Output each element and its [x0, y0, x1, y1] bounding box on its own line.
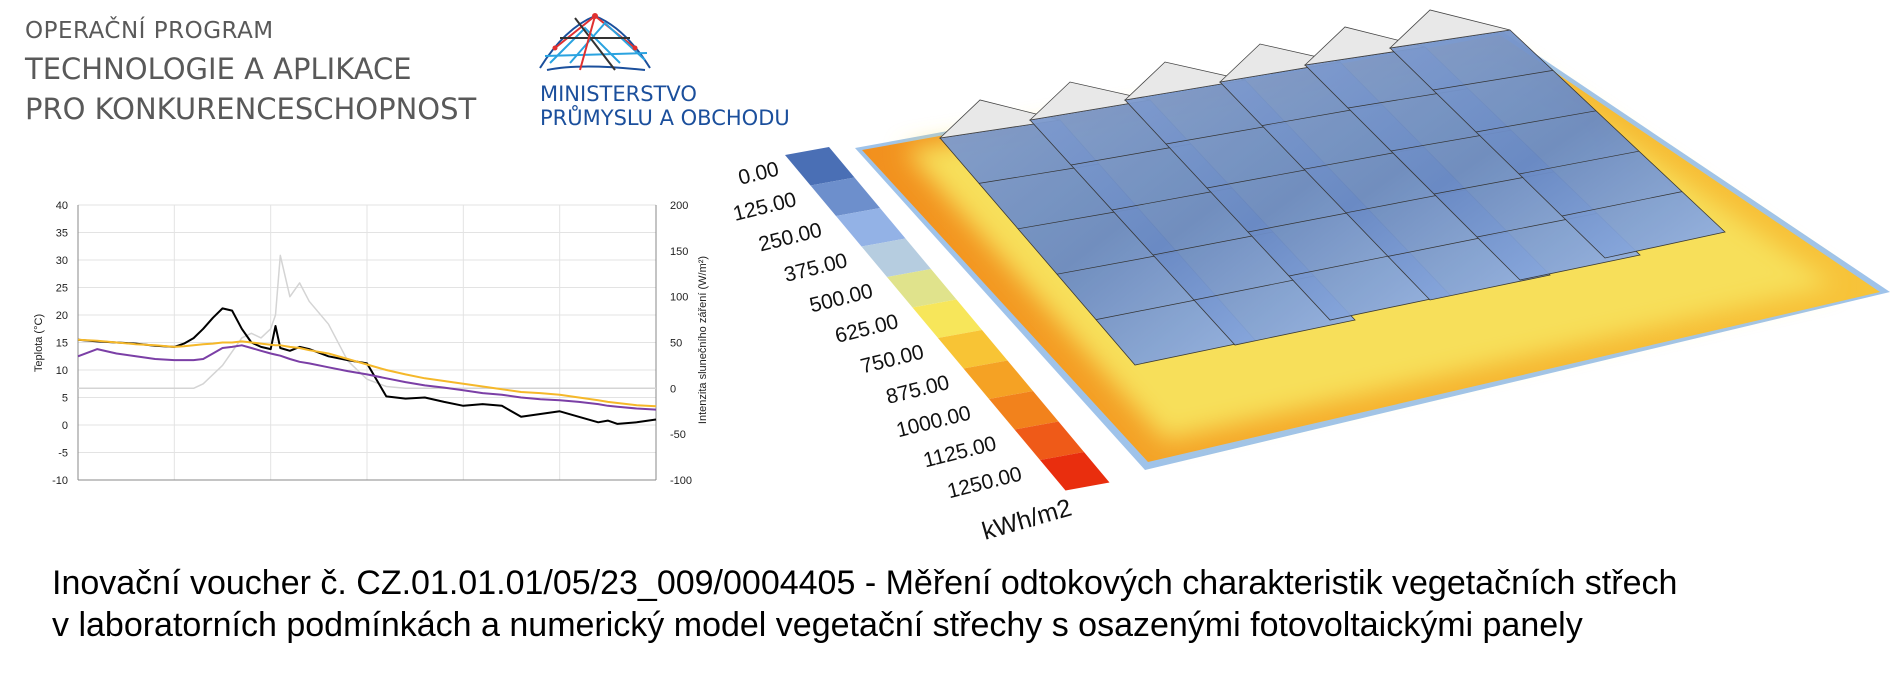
ministry-name-line1: MINISTERSTVO — [540, 82, 697, 106]
y-tick-label: 5 — [62, 393, 68, 405]
pv-panel-rows — [938, 9, 1726, 366]
pv-panel-gable — [1123, 61, 1246, 101]
roof-irradiation-simulation: 0.00125.00250.00375.00500.00625.00750.00… — [731, 9, 1890, 546]
ministry-name-line2: PRŮMYSLU A OBCHODU — [540, 106, 790, 130]
y-tick-label: -5 — [58, 448, 68, 460]
unit-label: kWh/m2 — [979, 494, 1075, 546]
pv-panel-segment — [1432, 70, 1554, 91]
caption-line1: Inovační voucher č. CZ.01.01.01/05/23_00… — [52, 564, 1678, 602]
series-line-1 — [77, 307, 657, 425]
legend-swatch — [912, 299, 982, 338]
legend-value-label: 0.00 — [736, 158, 781, 190]
pv-panel-segment — [1561, 191, 1683, 217]
y2-tick-label: -100 — [670, 475, 692, 487]
y-tick-label: 30 — [56, 255, 68, 267]
legend-swatch — [861, 238, 931, 277]
op-title-line3: PRO KONKURENCESCHOPNOST — [25, 92, 477, 126]
chart-axes — [77, 205, 657, 481]
y-axis-label: Teplota (°C) — [33, 314, 45, 372]
op-title-line1: OPERAČNÍ PROGRAM — [25, 18, 274, 44]
legend-swatch — [836, 208, 906, 247]
pv-panel-segment — [1475, 110, 1597, 133]
legend-swatch — [1014, 421, 1084, 460]
legend-value-label: 1000.00 — [894, 402, 973, 443]
temperature-radiation-chart: 4035302520151050-5-10200150100500-50-100… — [33, 200, 709, 487]
legend-value-label: 250.00 — [756, 219, 824, 257]
chart-series — [77, 254, 657, 425]
y-tick-label: 40 — [56, 200, 68, 212]
y-tick-label: -10 — [52, 475, 68, 487]
legend-swatch — [785, 147, 855, 186]
legend-swatch — [1040, 452, 1110, 491]
legend-value-label: 750.00 — [858, 341, 926, 379]
legend-swatch — [810, 177, 880, 216]
y-tick-label: 0 — [62, 420, 68, 432]
pv-panel-gable — [1388, 9, 1511, 49]
pv-panel-gable — [1303, 26, 1426, 66]
legend-value-label: 1250.00 — [945, 463, 1024, 504]
y-tick-label: 20 — [56, 310, 68, 322]
legend-value-label: 125.00 — [731, 188, 799, 226]
legend-value-label: 875.00 — [884, 371, 952, 409]
op-title-line2: TECHNOLOGIE A APLIKACE — [25, 52, 412, 86]
ministry-globe-logo-icon — [539, 13, 651, 71]
y2-tick-label: 100 — [670, 292, 688, 304]
chart-grid — [78, 204, 657, 481]
series-line-2 — [77, 338, 657, 408]
pv-panel-segment — [1518, 150, 1640, 175]
legend-swatch — [989, 391, 1059, 430]
y-tick-label: 25 — [56, 283, 68, 295]
series-line-4 — [78, 254, 656, 390]
y2-tick-label: 50 — [670, 338, 682, 350]
legend-swatch — [963, 360, 1033, 399]
legend-value-label: 375.00 — [782, 249, 850, 287]
legend-swatch — [938, 330, 1008, 369]
legend-value-label: 500.00 — [807, 280, 875, 318]
color-scale-legend — [785, 147, 1110, 491]
pv-panel-gable — [1218, 43, 1341, 83]
y2-tick-label: -50 — [670, 429, 686, 441]
y2-tick-label: 150 — [670, 246, 688, 258]
series-line-3 — [77, 344, 657, 411]
legend-value-label: 1125.00 — [921, 432, 999, 472]
pv-panel-gable — [1028, 81, 1151, 121]
y-tick-label: 10 — [56, 365, 68, 377]
caption-line2: v laboratorních podmínkách a numerický m… — [52, 606, 1583, 644]
legend-value-label: 625.00 — [833, 310, 901, 348]
y2-tick-label: 0 — [670, 383, 676, 395]
y2-tick-label: 200 — [670, 200, 688, 212]
y2-axis-label: Intenzita slunečního záření (W/m²) — [697, 256, 709, 424]
legend-swatch — [887, 269, 957, 308]
y-tick-label: 35 — [56, 228, 68, 240]
pv-panel-gable — [938, 99, 1061, 139]
y-tick-label: 15 — [56, 338, 68, 350]
project-caption: Inovační voucher č. CZ.01.01.01/05/23_00… — [52, 562, 1677, 646]
